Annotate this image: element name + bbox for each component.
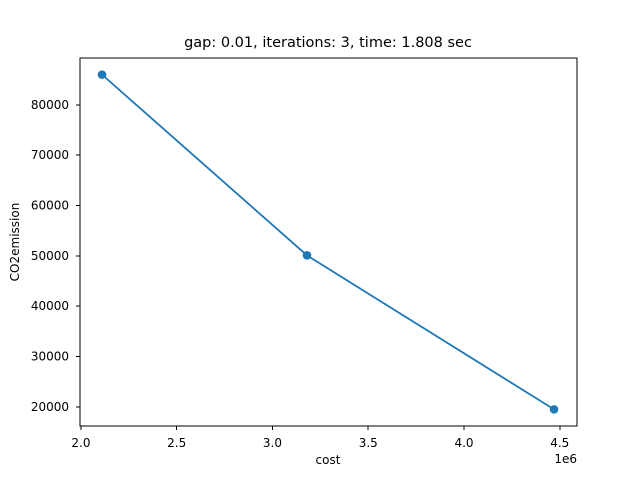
y-tick-label: 30000 xyxy=(31,350,69,364)
y-axis-label: CO2emission xyxy=(8,203,22,282)
x-tick-label: 4.5 xyxy=(550,436,569,450)
x-tick-label: 2.0 xyxy=(71,436,90,450)
data-point-marker xyxy=(549,405,559,414)
x-axis-offset-label: 1e6 xyxy=(554,452,577,466)
data-point-marker xyxy=(97,70,107,79)
y-tick-label: 40000 xyxy=(31,299,69,313)
series-line xyxy=(101,73,555,411)
data-point-marker xyxy=(302,251,312,260)
x-axis-label: cost xyxy=(316,453,341,467)
axes-border xyxy=(79,57,578,427)
x-tick-label: 3.0 xyxy=(263,436,282,450)
y-tick-label: 60000 xyxy=(31,199,69,213)
x-tick-label: 3.5 xyxy=(359,436,378,450)
x-tick-label: 4.0 xyxy=(454,436,473,450)
plot-area: 2.0 2.5 3.0 3.5 4.0 4.5 20000 30000 40000 50000 60… xyxy=(31,57,578,450)
chart-title: gap: 0.01, iterations: 3, time: 1.808 se… xyxy=(184,35,472,51)
y-tick-label: 70000 xyxy=(31,148,69,162)
y-tick-label: 80000 xyxy=(31,98,69,112)
x-tick-label: 2.5 xyxy=(167,436,186,450)
y-tick-label: 20000 xyxy=(31,400,69,414)
y-tick-label: 50000 xyxy=(31,249,69,263)
